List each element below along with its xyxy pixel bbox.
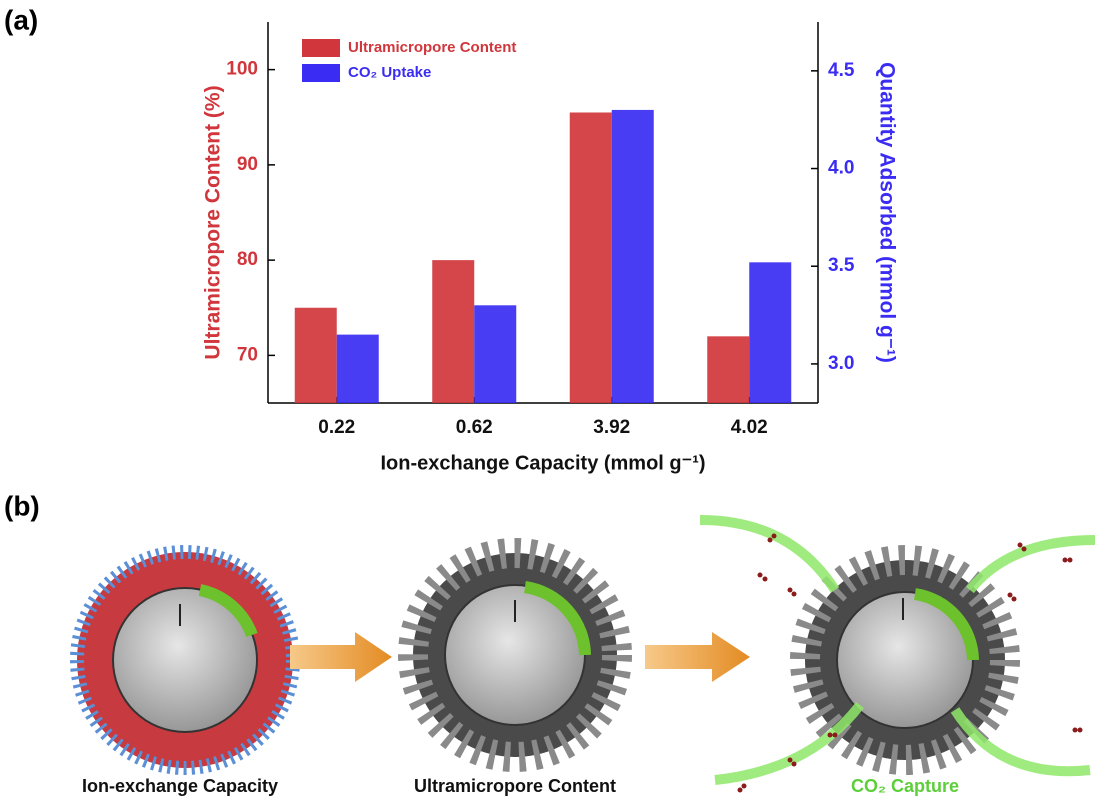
y-tick-label: 100 [226, 59, 258, 80]
legend-label: Ultramicropore Content [348, 39, 516, 56]
panel-label: (a) [4, 4, 38, 35]
y-tick-label: 70 [237, 344, 258, 365]
legend-swatch [302, 39, 340, 57]
bar [612, 110, 654, 403]
figure: (a) (b) 70 80 90 100 3.0 3.5 4.0 4.5 Ion-exchang… [0, 0, 1103, 798]
y-tick-label: 80 [237, 249, 258, 270]
y-axis-label: Ultramicropore Content (%) [202, 85, 225, 359]
bar [337, 335, 379, 403]
process-arrow [645, 632, 750, 682]
bar [474, 305, 516, 403]
y2-axis-label: Quantity Adsorbed (mmol g⁻¹) [875, 62, 898, 363]
panel-label: (b) [4, 490, 40, 521]
stage-caption: Ion-exchange Capacity [82, 776, 278, 796]
x-tick-label: 0.22 [318, 417, 355, 438]
legend-swatch [302, 64, 340, 82]
bar-chart: 70 80 90 100 3.0 3.5 4.0 4.5 Ion-exchange Capaci… [202, 22, 899, 474]
bar [295, 308, 337, 403]
y2-tick-label: 4.5 [828, 60, 855, 81]
stage-caption: CO₂ Capture [851, 776, 959, 796]
x-tick-label: 0.62 [456, 417, 493, 438]
bar [432, 260, 474, 403]
x-tick-label: 4.02 [731, 417, 768, 438]
y2-tick-label: 4.0 [828, 158, 854, 179]
x-tick-label: 3.92 [593, 417, 630, 438]
bar [707, 336, 749, 403]
y2-tick-label: 3.0 [828, 353, 854, 374]
bar [749, 262, 791, 403]
y2-tick-label: 3.5 [828, 255, 855, 276]
stage-caption: Ultramicropore Content [414, 776, 616, 796]
x-axis-label: Ion-exchange Capacity (mmol g⁻¹) [380, 452, 705, 474]
bar [570, 112, 612, 403]
y-tick-label: 90 [237, 154, 258, 175]
legend-label: CO₂ Uptake [348, 64, 431, 81]
figure-canvas: (a) (b) 70 80 90 100 3.0 3.5 4.0 4.5 Ion-exchang… [0, 0, 1103, 798]
process-arrow [290, 632, 392, 682]
diagram [77, 520, 1095, 793]
